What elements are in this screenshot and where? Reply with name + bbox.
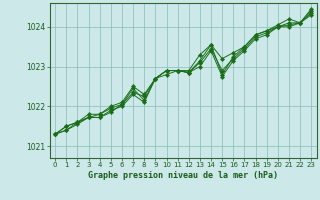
X-axis label: Graphe pression niveau de la mer (hPa): Graphe pression niveau de la mer (hPa) — [88, 171, 278, 180]
